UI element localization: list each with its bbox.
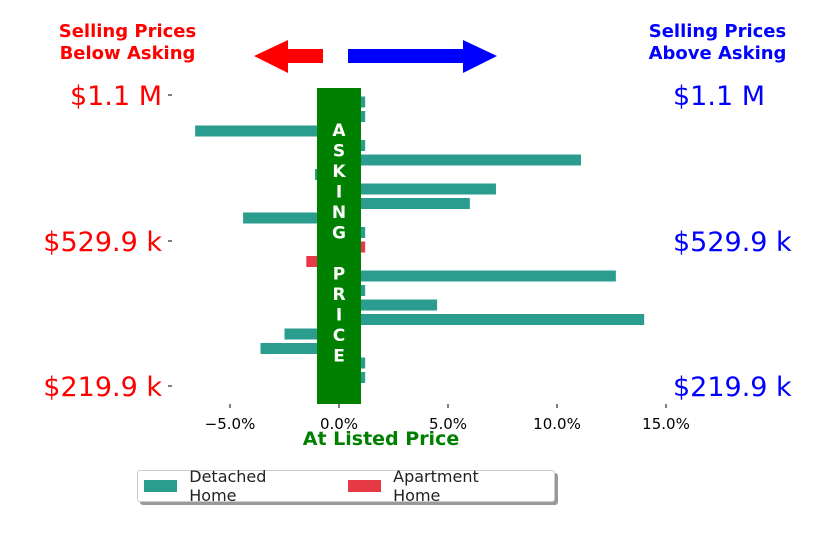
left-price-label: $529.9 k (43, 227, 162, 258)
bar-detached-6 (339, 183, 496, 195)
legend: Detached Home Apartment Home (137, 467, 555, 505)
asking-price-letter: K (332, 162, 346, 182)
asking-price-letter: R (332, 285, 345, 305)
bar-detached-14 (339, 299, 438, 311)
price-labels: $1.1 M $529.9 k $219.9 k $1.1 M $529.9 k $219… (43, 81, 792, 403)
bar-detached-7 (339, 198, 470, 209)
bars-layer (195, 96, 645, 383)
x-tick-label: −5.0% (205, 415, 256, 433)
bar-detached-2 (195, 125, 339, 137)
right-price-label: $529.9 k (673, 227, 792, 258)
above-asking-title: Selling Prices Above Asking (648, 21, 787, 64)
right-blue-arrow-icon (348, 40, 497, 73)
x-axis-label: At Listed Price (303, 428, 459, 450)
legend-swatch-detached (144, 480, 178, 492)
asking-price-letter: A (332, 121, 346, 141)
asking-price-letter: I (336, 306, 342, 326)
left-price-label: $1.1 M (70, 81, 162, 112)
x-axis: −5.0% 0.0% 5.0% 10.0% 15.0% (205, 404, 690, 433)
asking-price-letter: P (333, 265, 345, 285)
bar-detached-17 (260, 343, 339, 354)
legend-swatch-apartment (347, 480, 382, 492)
asking-price-letter: G (332, 224, 346, 244)
legend-item-apartment: Apartment Home (347, 467, 528, 505)
legend-label-detached: Detached Home (189, 467, 267, 505)
below-asking-title: Selling Prices Below Asking (58, 21, 197, 64)
direction-arrows (254, 40, 497, 73)
bar-detached-4 (339, 154, 581, 166)
bar-detached-12 (339, 270, 616, 282)
asking-price-letter: N (332, 203, 346, 223)
left-price-label: $219.9 k (43, 372, 162, 403)
asking-price-letter: C (333, 326, 345, 346)
bar-detached-16 (284, 328, 339, 340)
bar-detached-8 (243, 212, 339, 224)
x-tick-label: 10.0% (533, 415, 581, 433)
asking-price-letter: S (333, 142, 345, 162)
bar-detached-15 (339, 314, 645, 325)
x-tick-label: 15.0% (642, 415, 690, 433)
legend-item-detached: Detached Home (144, 467, 316, 505)
left-red-arrow-icon (254, 40, 323, 73)
asking-price-letter: E (333, 347, 345, 367)
right-price-label: $1.1 M (673, 81, 765, 112)
x-tick-label: 5.0% (429, 415, 467, 433)
legend-label-apartment: Apartment Home (393, 467, 479, 505)
right-price-label: $219.9 k (673, 372, 792, 403)
asking-price-band-rect (317, 88, 361, 404)
asking-price-letter: I (336, 183, 342, 203)
x-tick-label: 0.0% (320, 415, 358, 433)
